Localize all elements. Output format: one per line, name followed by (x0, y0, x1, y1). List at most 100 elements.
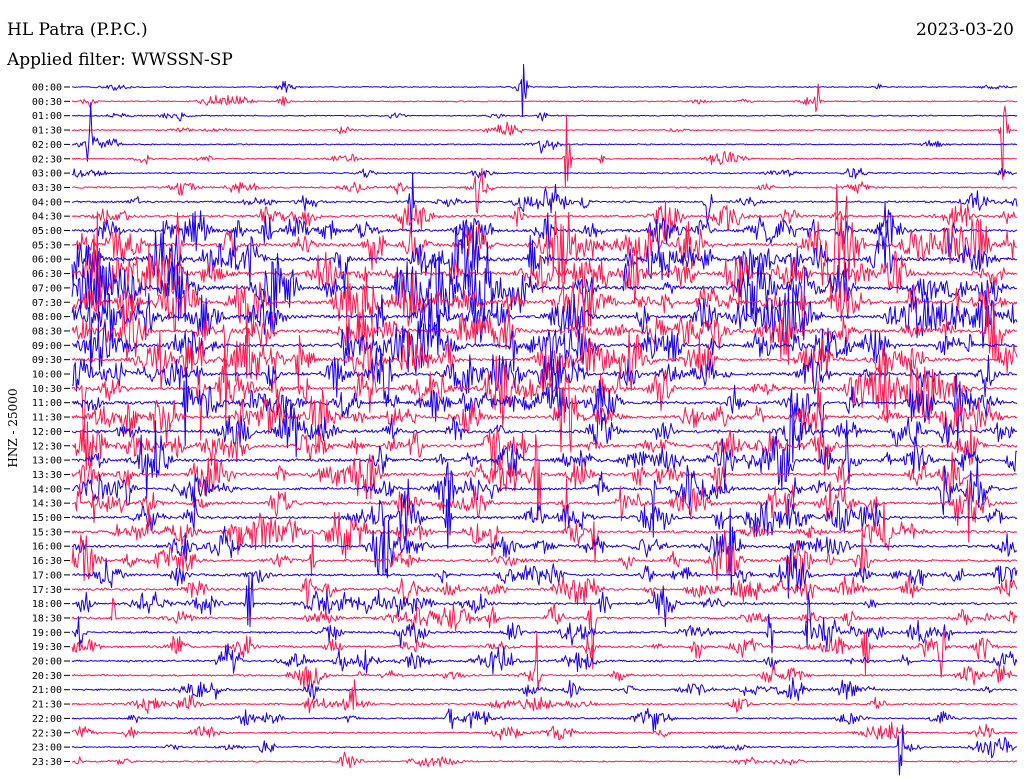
seismic-trace-0230 (71, 114, 1018, 188)
seismic-trace-1000 (71, 347, 1018, 407)
seismic-trace-1300 (71, 419, 1017, 499)
trace-group (71, 63, 1018, 776)
seismic-trace-0800 (71, 284, 1018, 373)
seismic-trace-1530 (71, 502, 1018, 563)
time-tick-label: 21:30 (32, 700, 62, 711)
time-tick-label: 09:30 (32, 355, 62, 366)
time-tick-label: 02:00 (32, 140, 62, 151)
time-tick-label: 20:30 (32, 671, 62, 682)
seismic-trace-1730 (71, 574, 1018, 607)
seismic-trace-0100 (72, 112, 1018, 122)
time-tick-label: 14:00 (32, 484, 62, 495)
time-tick-label: 01:00 (32, 111, 62, 122)
record-date: 2023-03-20 (915, 20, 1014, 40)
seismic-trace-1500 (71, 478, 1018, 549)
seismic-trace-1330 (71, 434, 1018, 520)
time-tick-label: 11:30 (32, 413, 62, 424)
time-tick-label: 00:30 (32, 97, 62, 108)
time-tick-label: 12:30 (32, 441, 62, 452)
time-tick-label: 03:00 (32, 169, 62, 180)
time-tick-label: 07:30 (32, 298, 62, 309)
seismic-trace-2030 (71, 632, 1018, 692)
time-tick-label: 23:30 (32, 757, 62, 768)
seismic-trace-1930 (71, 629, 1018, 678)
seismic-trace-1430 (71, 478, 1018, 543)
seismic-trace-2100 (71, 677, 1018, 701)
station-title: HL Patra (P.P.C.) (7, 20, 148, 40)
seismic-trace-0300 (71, 167, 1018, 179)
seismic-trace-1100 (71, 367, 1018, 447)
time-tick-label: 04:00 (32, 197, 62, 208)
time-tick-label: 19:00 (32, 628, 62, 639)
time-tick-label: 20:00 (32, 657, 62, 668)
time-tick-label: 18:30 (32, 613, 62, 624)
seismic-trace-1830 (71, 597, 1018, 670)
time-tick-label: 13:30 (32, 470, 62, 481)
seismic-trace-1030 (71, 338, 1018, 442)
time-tick-label: 19:30 (32, 642, 62, 653)
time-tick-label: 17:00 (32, 570, 62, 581)
time-tick-label: 14:30 (32, 499, 62, 510)
time-tick-label: 16:00 (32, 542, 62, 553)
filter-label: Applied filter: WWSSN-SP (7, 50, 233, 70)
seismic-trace-1200 (71, 380, 1018, 467)
seismic-trace-0330 (71, 167, 1017, 214)
time-tick-label: 16:30 (32, 556, 62, 567)
seismic-trace-0600 (71, 219, 1018, 297)
time-tick-label: 10:00 (32, 370, 62, 381)
seismic-trace-0900 (71, 314, 1018, 375)
time-tick-label: 07:00 (32, 283, 62, 294)
seismic-trace-1230 (71, 421, 1018, 480)
time-tick-label: 00:00 (32, 83, 62, 94)
time-tick-label: 03:30 (32, 183, 62, 194)
time-tick-label: 06:00 (32, 255, 62, 266)
time-tick-label: 17:30 (32, 585, 62, 596)
time-tick-label: 06:30 (32, 269, 62, 280)
time-tick-label: 21:00 (32, 685, 62, 696)
time-tick-label: 08:30 (32, 326, 62, 337)
seismic-trace-0700 (71, 241, 1018, 329)
time-tick-label: 23:00 (32, 743, 62, 754)
time-tick-label: 09:00 (32, 341, 62, 352)
seismic-trace-0400 (71, 172, 1018, 238)
time-tick-label: 12:00 (32, 427, 62, 438)
seismic-trace-2230 (71, 721, 1018, 741)
seismic-trace-2130 (71, 679, 1018, 714)
seismic-trace-2000 (71, 643, 1018, 675)
seismic-trace-2200 (71, 707, 1017, 732)
seismic-trace-2330 (71, 751, 1018, 769)
seismic-trace-0000 (72, 63, 1018, 118)
seismic-trace-2300 (71, 724, 1018, 776)
seismic-trace-0030 (71, 83, 1018, 113)
seismic-trace-1700 (71, 548, 1018, 599)
seismic-trace-1900 (71, 591, 1018, 654)
time-tick-label: 05:00 (32, 226, 62, 237)
seismic-trace-1800 (71, 572, 1018, 628)
time-tick-label: 22:00 (32, 714, 62, 725)
seismic-trace-0730 (71, 272, 1018, 344)
seismic-trace-0430 (71, 201, 1018, 245)
time-tick-label: 10:30 (32, 384, 62, 395)
time-tick-label: 22:30 (32, 728, 62, 739)
seismic-trace-1630 (71, 529, 1018, 587)
seismic-trace-1600 (71, 507, 1018, 596)
time-tick-label: 15:30 (32, 527, 62, 538)
time-tick-label: 01:30 (32, 126, 62, 137)
time-tick-label: 13:00 (32, 456, 62, 467)
seismic-trace-0200 (71, 102, 1018, 162)
seismic-trace-1400 (71, 454, 1018, 538)
time-tick-label: 02:30 (32, 154, 62, 165)
time-tick-label: 18:00 (32, 599, 62, 610)
time-tick-label: 08:00 (32, 312, 62, 323)
time-tick-label: 15:00 (32, 513, 62, 524)
seismic-trace-0830 (71, 296, 1018, 374)
seismic-trace-0500 (71, 202, 1018, 257)
tick-label-group: 00:00 00:30 01:00 01:30 02:00 02:30 03:00 03:30… (32, 83, 70, 768)
seismic-trace-0530 (71, 184, 1018, 309)
time-tick-label: 04:30 (32, 212, 62, 223)
time-tick-label: 05:30 (32, 240, 62, 251)
seismic-trace-0130 (71, 105, 1018, 180)
seismic-trace-0630 (71, 211, 1018, 329)
time-tick-label: 11:00 (32, 398, 62, 409)
